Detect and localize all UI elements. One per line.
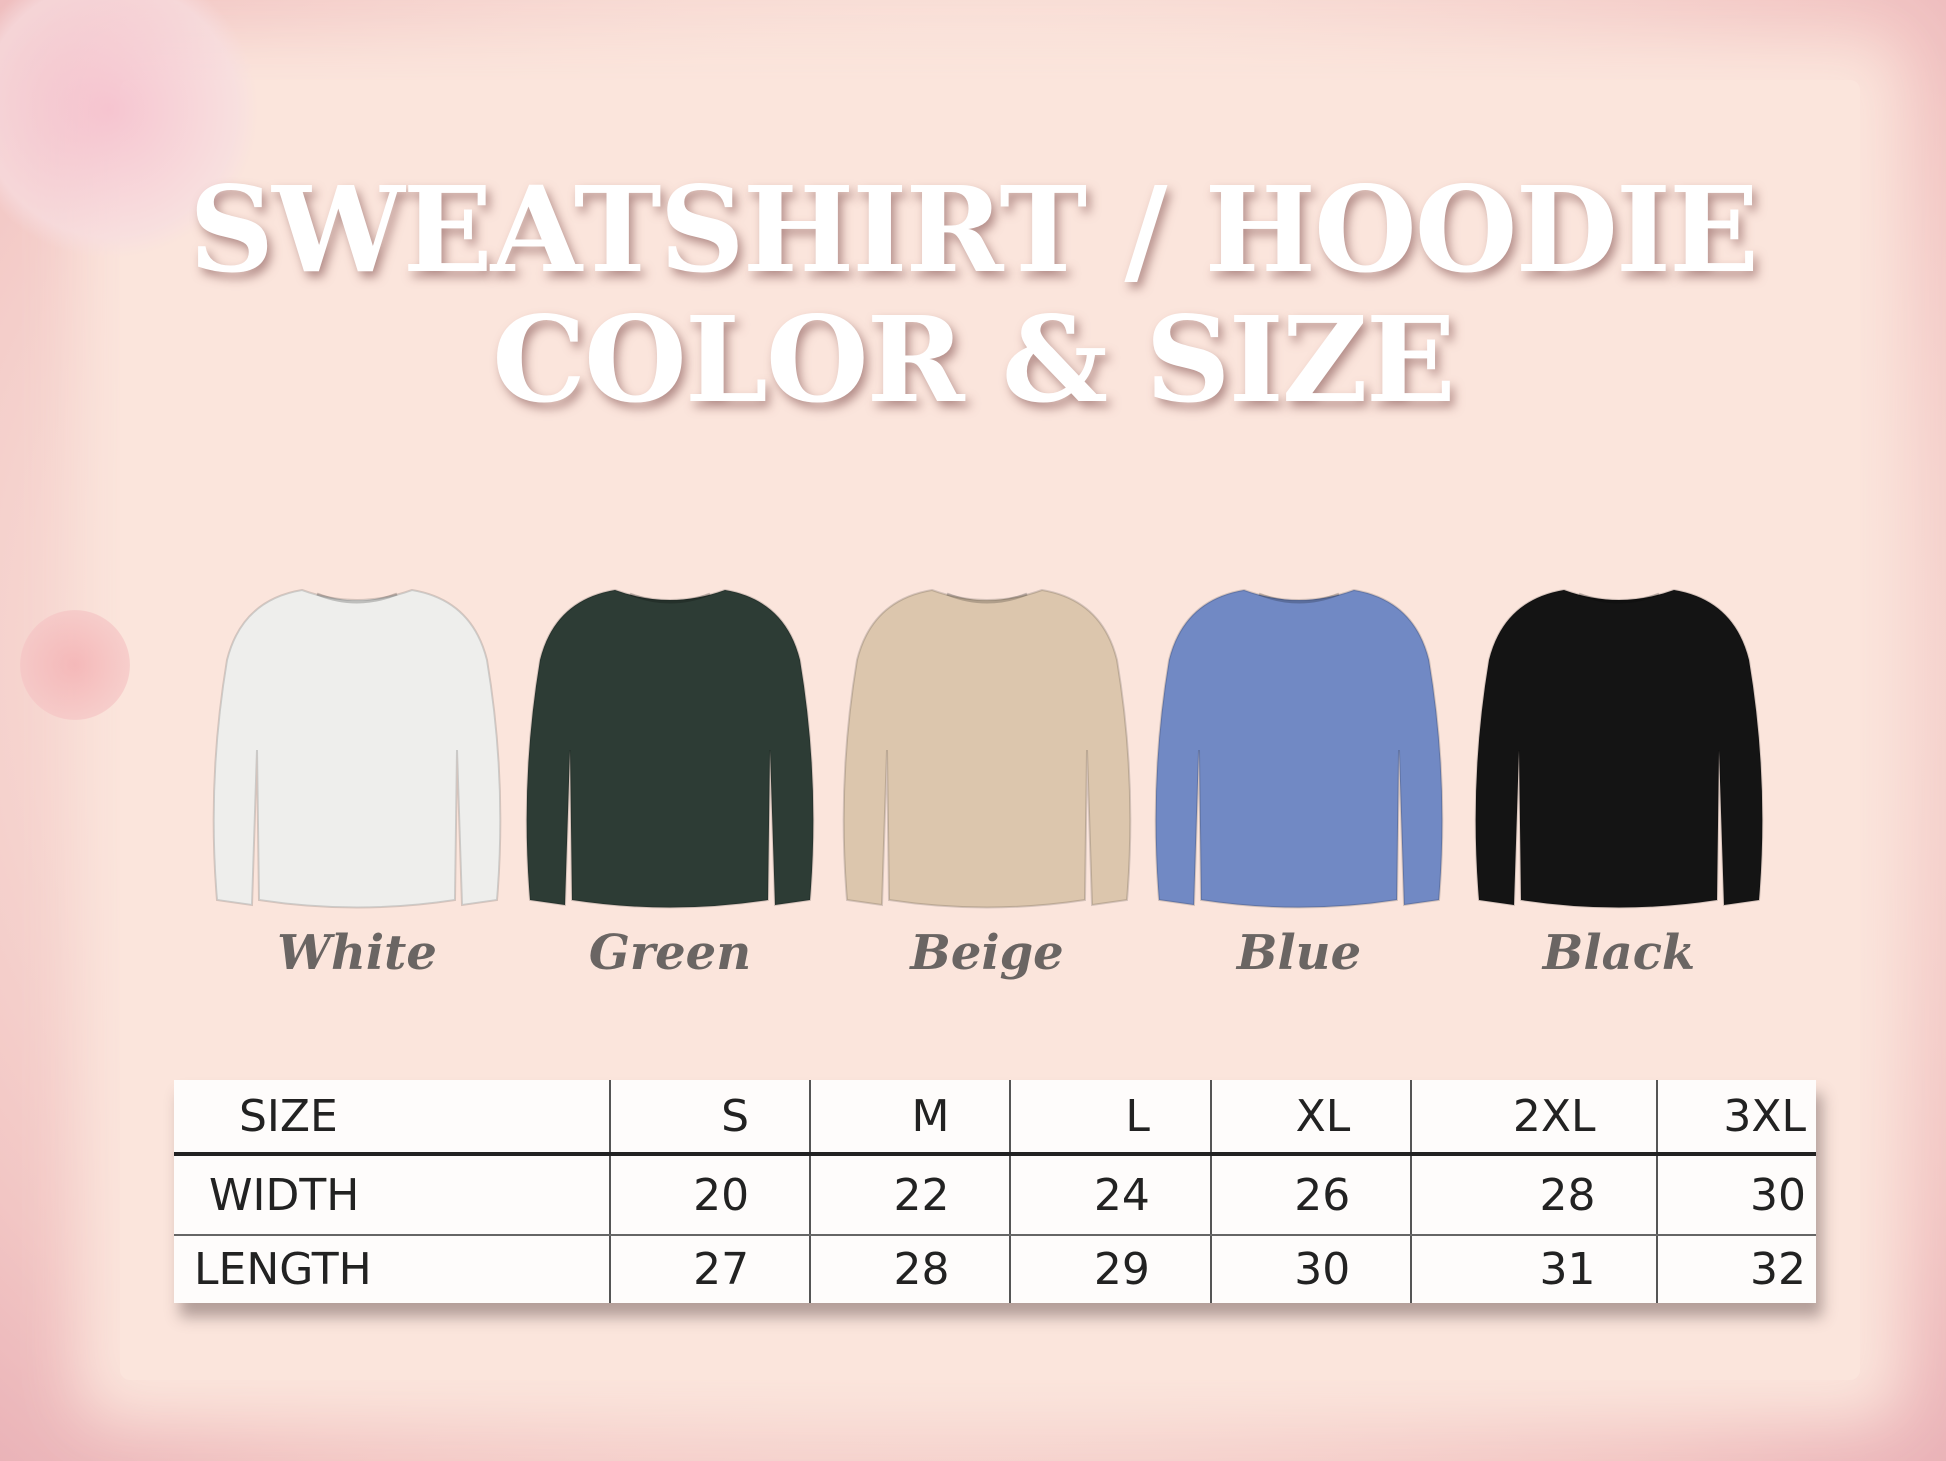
row-label: WIDTH — [174, 1154, 610, 1236]
table-header-row: SIZE S M L XL 2XL 3XL — [174, 1080, 1816, 1156]
table-cell: 22 — [809, 1154, 1011, 1236]
sweatshirt-green — [520, 580, 820, 920]
table-cell: 32 — [1655, 1235, 1816, 1303]
header-cell: S — [608, 1080, 811, 1156]
color-label: White — [277, 925, 437, 981]
header-cell: 2XL — [1410, 1080, 1657, 1156]
button-decoration — [20, 610, 130, 720]
color-label: Green — [588, 925, 752, 981]
size-table: SIZE S M L XL 2XL 3XL WIDTH 20 22 24 26 … — [174, 1080, 1816, 1303]
table-cell: 30 — [1209, 1235, 1412, 1303]
table-cell: 24 — [1009, 1154, 1211, 1236]
title-line-1: SWEATSHIRT / HOODIE — [188, 160, 1759, 299]
header-cell: SIZE — [174, 1080, 610, 1156]
color-label: Beige — [910, 925, 1064, 981]
color-label: Blue — [1236, 925, 1362, 981]
table-row: WIDTH 20 22 24 26 28 30 — [174, 1154, 1816, 1236]
header-cell: M — [809, 1080, 1011, 1156]
table-cell: 27 — [608, 1235, 811, 1303]
sweatshirt-black — [1469, 580, 1769, 920]
table-cell: 29 — [1009, 1235, 1211, 1303]
table-cell: 31 — [1410, 1235, 1657, 1303]
table-cell: 30 — [1655, 1154, 1816, 1236]
table-cell: 20 — [608, 1154, 811, 1236]
color-label: Black — [1542, 925, 1696, 981]
table-row: LENGTH 27 28 29 30 31 32 — [174, 1235, 1816, 1303]
table-cell: 28 — [809, 1235, 1011, 1303]
header-cell: XL — [1209, 1080, 1412, 1156]
sweatshirt-blue — [1149, 580, 1449, 920]
table-cell: 28 — [1410, 1154, 1657, 1236]
row-label: LENGTH — [194, 1244, 372, 1295]
header-cell: 3XL — [1655, 1080, 1816, 1156]
sweatshirt-white — [207, 580, 507, 920]
sweatshirt-beige — [837, 580, 1137, 920]
header-cell: L — [1009, 1080, 1211, 1156]
table-cell: 26 — [1209, 1154, 1412, 1236]
title-line-2: COLOR & SIZE — [492, 290, 1456, 429]
